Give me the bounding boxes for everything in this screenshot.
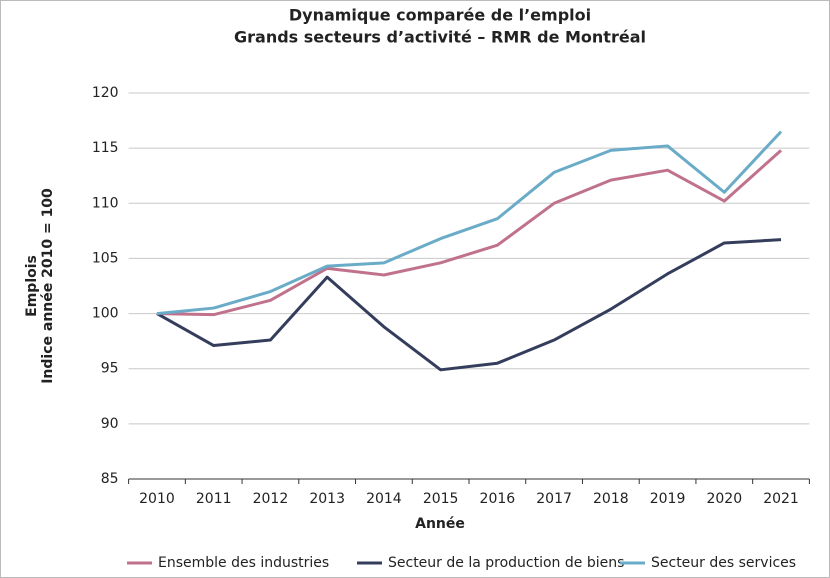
x-tick-label: 2011 [196, 491, 232, 507]
series-line [156, 130, 783, 316]
x-tick-label: 2012 [253, 491, 289, 507]
x-tick-label: 2019 [650, 491, 686, 507]
x-tick-label: 2010 [139, 491, 175, 507]
legend-label: Secteur de la production de biens [388, 555, 624, 571]
chart-title: Dynamique comparée de l’emploi [289, 6, 591, 25]
y-tick-label: 120 [92, 85, 119, 101]
y-axis-title: Indice année 2010 = 100 [40, 188, 56, 384]
x-tick-label: 2017 [536, 491, 572, 507]
chart-subtitle: Grands secteurs d’activité – RMR de Mont… [234, 28, 646, 47]
x-tick-label: 2014 [366, 491, 402, 507]
y-tick-label: 95 [101, 361, 119, 377]
y-tick-label: 110 [92, 195, 119, 211]
x-tick-label: 2020 [706, 491, 742, 507]
y-tick-label: 85 [101, 471, 119, 487]
legend-label: Ensemble des industries [158, 555, 329, 571]
x-tick-label: 2013 [309, 491, 345, 507]
y-axis-title: Emplois [24, 255, 40, 317]
x-axis-title: Année [415, 516, 465, 532]
x-tick-label: 2018 [593, 491, 629, 507]
series-line [156, 149, 783, 317]
x-tick-label: 2021 [763, 491, 799, 507]
series-line [156, 238, 782, 372]
y-tick-label: 90 [101, 416, 119, 432]
y-tick-label: 105 [92, 250, 119, 266]
y-tick-label: 100 [92, 306, 119, 322]
legend-label: Secteur des services [651, 555, 796, 571]
x-tick-label: 2016 [480, 491, 516, 507]
y-tick-label: 115 [92, 140, 119, 156]
x-tick-label: 2015 [423, 491, 459, 507]
